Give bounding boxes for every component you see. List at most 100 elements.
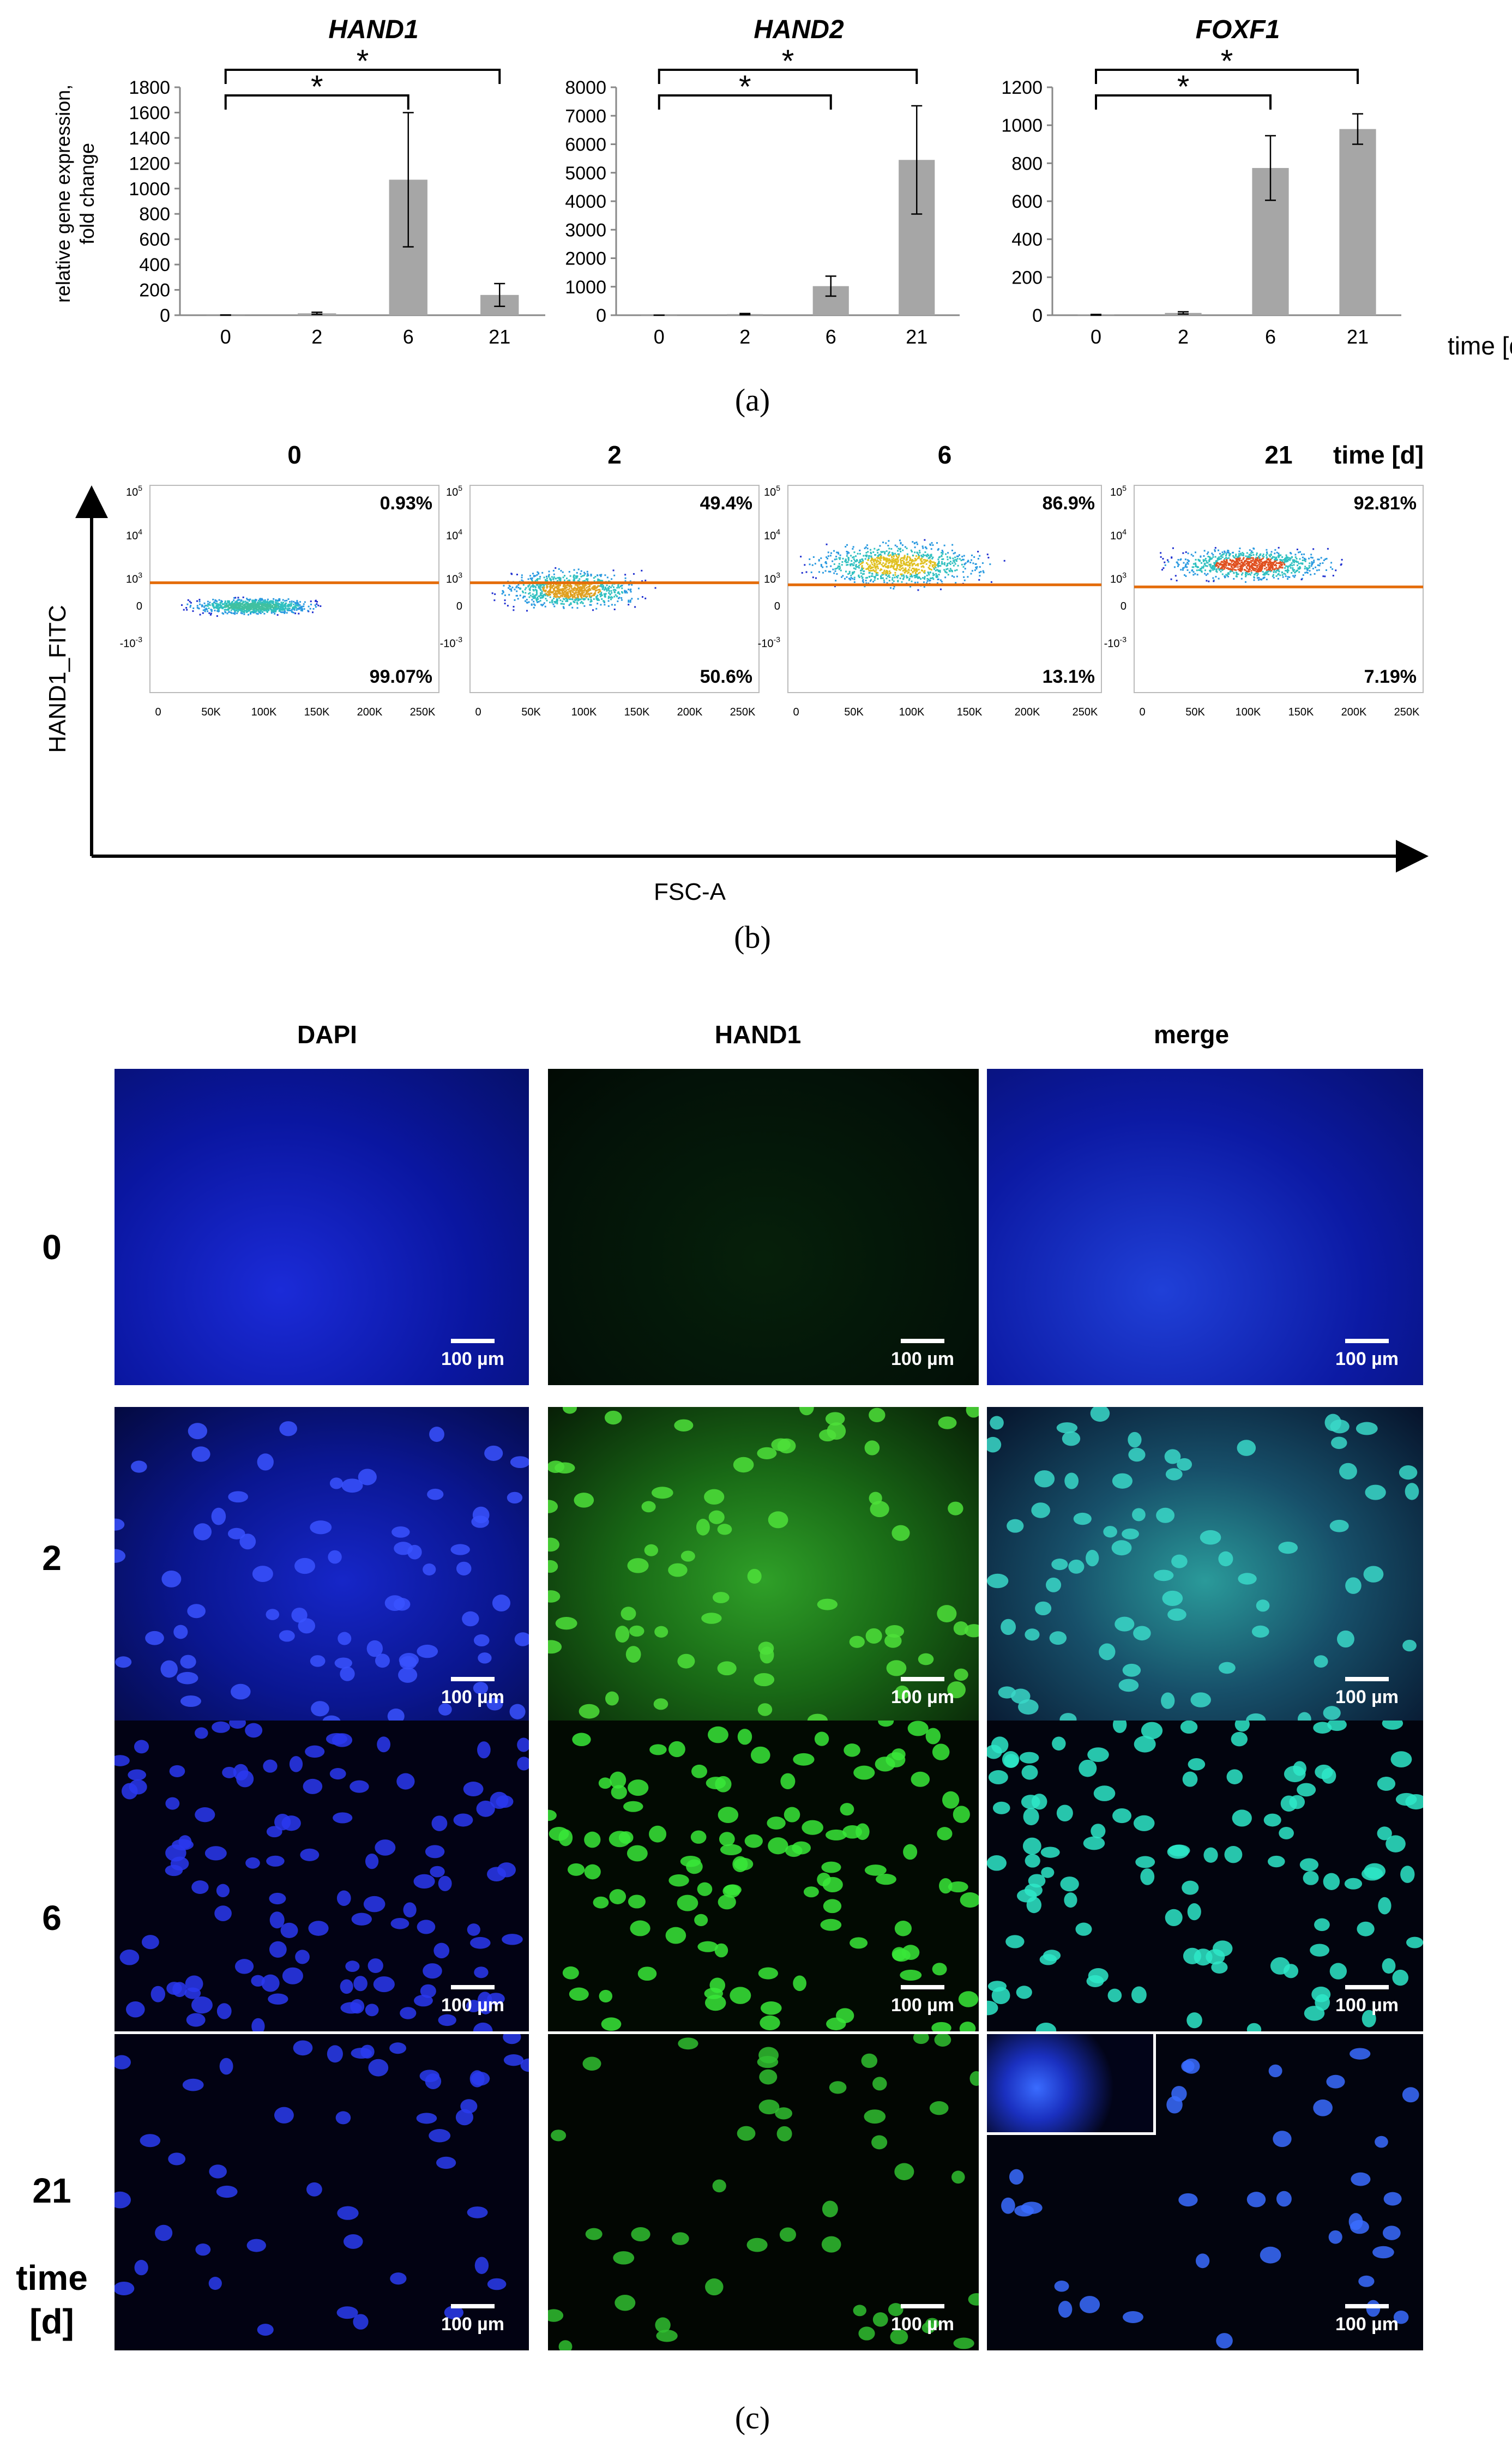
row-label-day21: 21 (32, 2171, 71, 2210)
flow-y-label: HAND1_FITC (44, 605, 71, 753)
cell-nuclei (548, 1721, 979, 2031)
y-tick-label: 1000 (565, 277, 606, 298)
row-label-time-unit: [d] (29, 2302, 74, 2341)
scale-bar-label: 100 µm (1335, 2314, 1399, 2335)
flow-y-tick: -10-3 (440, 635, 463, 649)
y-tick-label: 800 (139, 204, 170, 225)
micrograph-hand1-day21: 100 µm (548, 2034, 979, 2350)
panel-a-label: (a) (734, 382, 770, 418)
y-tick-label: 1800 (129, 77, 170, 98)
cell-nuclei (987, 1407, 1419, 1723)
cell-nuclei (548, 1407, 979, 1723)
y-tick-label: 0 (596, 305, 606, 326)
significance-star: * (782, 44, 794, 79)
flow-x-tick: 250K (1073, 706, 1098, 718)
flow-x-tick: 50K (521, 706, 541, 718)
scale-bar-label: 100 µm (891, 1349, 954, 1369)
cell-nuclei (115, 2034, 529, 2336)
scale-bar-label: 100 µm (1335, 1349, 1399, 1369)
row-label-day6: 6 (42, 1898, 62, 1938)
flow-y-tick: -10-3 (758, 635, 781, 649)
flow-y-tick: 103 (446, 571, 462, 586)
y-tick-label: 0 (1032, 305, 1043, 326)
scale-bar: 100 µm (432, 1339, 514, 1370)
y-tick-label: 600 (1011, 191, 1043, 212)
upper-percent: 49.4% (700, 493, 752, 514)
significance-bracket (224, 69, 501, 84)
significance-bracket (1095, 94, 1272, 110)
x-tick-label: 2 (739, 326, 750, 348)
flow-y-tick: -10-3 (120, 635, 143, 649)
flow-event-cloud (180, 596, 322, 617)
flow-plot-day6: 86.9% 13.1% 6 0 50K 100K 150K 200K 250K 105 104 103… (758, 441, 1102, 718)
flow-time-header: 2 (607, 441, 622, 469)
x-tick-label: 0 (654, 326, 665, 348)
cell-nuclei (548, 2034, 979, 2350)
micrograph-dapi-day2: 100 µm (115, 1407, 529, 1723)
cell-nuclei (115, 1721, 529, 2031)
y-tick-label: 200 (1011, 267, 1043, 288)
micrograph-merge-day2: 100 µm (987, 1407, 1423, 1723)
flow-x-tick: 0 (793, 706, 799, 718)
lower-percent: 13.1% (1043, 666, 1095, 687)
scale-bar: 100 µm (432, 2304, 514, 2335)
x-tick-label: 21 (489, 326, 510, 348)
scale-bar-line (901, 1339, 944, 1343)
flow-plot-day21: 92.81% 7.19% 21 0 50K 100K 150K 200K 250K 105 104 1… (1104, 441, 1424, 718)
bar-chart-hand1: 0 200 400 600 800 1000 1200 1400 1600 1800 HAND1 0 2… (129, 15, 545, 348)
flow-x-tick: 250K (730, 706, 756, 718)
flow-y-tick: -10-3 (1104, 635, 1127, 649)
scale-bar-line (1345, 1985, 1389, 1989)
scale-bar: 100 µm (432, 1677, 514, 1708)
significance-star: * (739, 69, 751, 105)
scale-bar-label: 100 µm (891, 2314, 954, 2335)
y-tick-label: 3000 (565, 220, 606, 240)
y-tick-label: 1000 (129, 179, 170, 200)
scale-bar: 100 µm (1326, 2304, 1408, 2335)
flow-y-tick: 104 (764, 527, 780, 542)
x-tick-label: 6 (826, 326, 836, 348)
significance-star: * (311, 69, 323, 105)
micrograph-dapi-day0: 100 µm (115, 1069, 529, 1385)
flow-x-tick: 200K (357, 706, 383, 718)
micrograph-hand1-day0: 100 µm (548, 1069, 979, 1385)
upper-percent: 0.93% (380, 493, 432, 514)
scale-bar-label: 100 µm (1335, 1687, 1399, 1707)
scale-bar: 100 µm (1326, 1677, 1408, 1708)
y-tick-label: 400 (139, 255, 170, 275)
flow-x-tick: 50K (1185, 706, 1205, 718)
time-axis-label: time [d] (1448, 332, 1512, 360)
flow-cytometry-svg: HAND1_FITC FSC-A time [d] 0.93% 99.07% 0 0 5… (44, 441, 1429, 905)
panel-c-label: (c) (734, 2400, 770, 2435)
y-axis-label-line1: relative gene expression, (52, 85, 74, 303)
column-header-dapi: DAPI (297, 1020, 357, 1049)
significance-bracket (658, 94, 832, 110)
y-tick-label: 800 (1011, 153, 1043, 174)
y-tick-label: 400 (1011, 230, 1043, 250)
x-tick-label: 2 (311, 326, 322, 348)
row-label-time: time (16, 2258, 88, 2297)
cell-nuclei (987, 1721, 1423, 2031)
flow-x-tick: 200K (1341, 706, 1367, 718)
scale-bar: 100 µm (882, 1339, 963, 1370)
flow-plot-day2: 49.4% 50.6% 2 0 50K 100K 150K 200K 250K 105 104 103… (440, 441, 760, 718)
zoom-inset (987, 2034, 1156, 2135)
scale-bar-line (1345, 1339, 1389, 1343)
flow-y-tick: 105 (1110, 484, 1127, 498)
scale-bar: 100 µm (1326, 1339, 1408, 1370)
y-tick-label: 1200 (129, 153, 170, 174)
scale-bar-label: 100 µm (441, 1995, 504, 2016)
flow-x-tick: 0 (475, 706, 481, 718)
flow-x-tick: 100K (1236, 706, 1261, 718)
cell-nuclei (115, 1069, 529, 1385)
scale-bar-line (451, 1677, 495, 1681)
flow-plot-frame (787, 485, 1102, 693)
scale-bar-line (451, 1985, 495, 1989)
scale-bar-line (901, 1677, 944, 1681)
lower-percent: 99.07% (370, 666, 432, 687)
significance-bracket (1095, 69, 1359, 84)
flow-x-tick: 100K (571, 706, 597, 718)
flow-x-tick: 250K (410, 706, 436, 718)
significance-bracket (224, 94, 409, 110)
flow-time-label: time [d] (1333, 441, 1424, 469)
